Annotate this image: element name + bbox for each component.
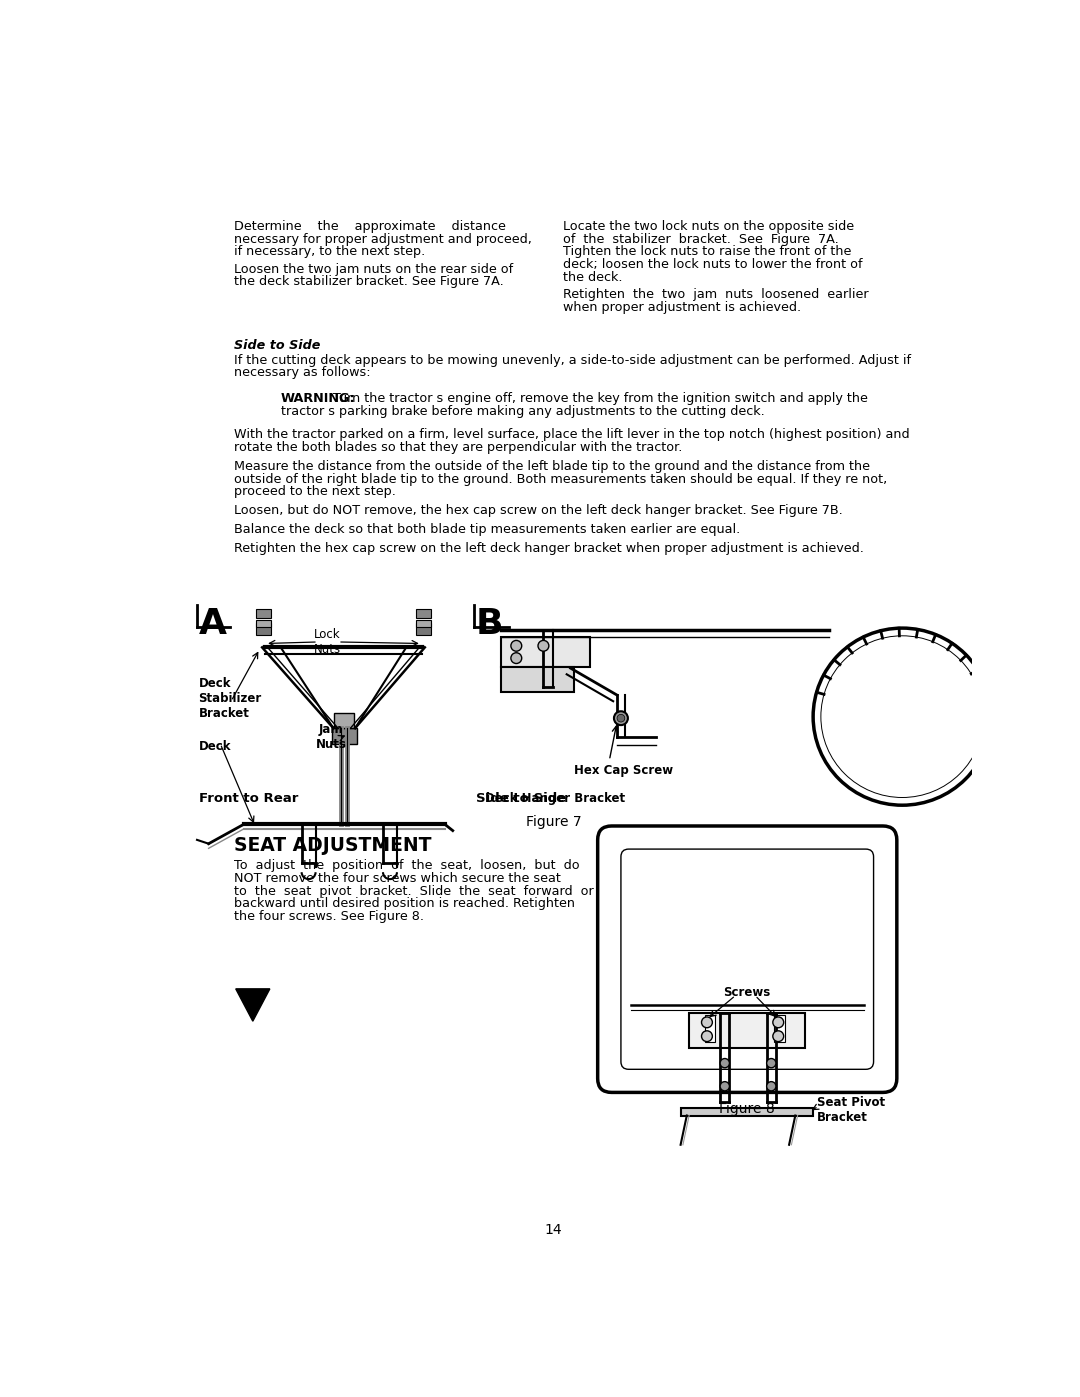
Text: Deck
Stabilizer
Bracket: Deck Stabilizer Bracket [199, 676, 261, 719]
Text: SEAT ADJUSTMENT: SEAT ADJUSTMENT [234, 835, 432, 855]
Text: Retighten the hex cap screw on the left deck hanger bracket when proper adjustme: Retighten the hex cap screw on the left … [234, 542, 864, 555]
Text: 14: 14 [544, 1222, 563, 1236]
Text: Figure 8: Figure 8 [719, 1102, 775, 1116]
Text: Deck Hanger Bracket: Deck Hanger Bracket [485, 792, 625, 805]
Text: Deck: Deck [199, 740, 231, 753]
Circle shape [511, 652, 522, 664]
Bar [256, 623, 271, 636]
Text: NOT remove the four screws which secure the seat: NOT remove the four screws which secure … [234, 872, 562, 884]
Bar [332, 728, 356, 743]
Text: WARNING:: WARNING: [281, 393, 355, 405]
Text: necessary as follows:: necessary as follows: [234, 366, 370, 380]
Text: !: ! [249, 401, 257, 419]
Bar [681, 1108, 813, 1116]
Text: Measure the distance from the outside of the left blade tip to the ground and th: Measure the distance from the outside of… [234, 460, 870, 472]
Text: Side to Side: Side to Side [476, 792, 566, 805]
Bar [704, 1014, 715, 1042]
Text: Seat Pivot
Bracket: Seat Pivot Bracket [816, 1097, 886, 1125]
Circle shape [773, 1017, 784, 1028]
Circle shape [538, 640, 549, 651]
FancyBboxPatch shape [597, 826, 896, 1092]
Text: Locate the two lock nuts on the opposite side: Locate the two lock nuts on the opposite… [563, 219, 854, 233]
Bar [774, 1014, 785, 1042]
Text: tractor s parking brake before making any adjustments to the cutting deck.: tractor s parking brake before making an… [281, 405, 765, 418]
Bar [501, 637, 590, 668]
Circle shape [613, 711, 627, 725]
Circle shape [720, 1059, 729, 1067]
Text: to  the  seat  pivot  bracket.  Slide  the  seat  forward  or: to the seat pivot bracket. Slide the sea… [234, 884, 594, 897]
Text: of  the  stabilizer  bracket.  See  Figure  7A.: of the stabilizer bracket. See Figure 7A… [563, 233, 838, 246]
Text: A: A [200, 608, 227, 641]
Circle shape [702, 1031, 713, 1042]
Text: If the cutting deck appears to be mowing unevenly, a side-to-side adjustment can: If the cutting deck appears to be mowing… [234, 353, 912, 366]
Text: outside of the right blade tip to the ground. Both measurements taken should be : outside of the right blade tip to the gr… [234, 472, 888, 486]
Text: Jam
Nuts: Jam Nuts [315, 722, 347, 750]
Text: the deck stabilizer bracket. See Figure 7A.: the deck stabilizer bracket. See Figure … [234, 275, 504, 288]
Text: if necessary, to the next step.: if necessary, to the next step. [234, 246, 426, 258]
Circle shape [617, 714, 625, 722]
Bar [416, 623, 431, 636]
Bar [256, 620, 271, 627]
Bar [416, 609, 431, 617]
Bar [689, 1013, 806, 1048]
Circle shape [767, 1059, 775, 1067]
Text: Tighten the lock nuts to raise the front of the: Tighten the lock nuts to raise the front… [563, 246, 851, 258]
Text: necessary for proper adjustment and proceed,: necessary for proper adjustment and proc… [234, 233, 532, 246]
Text: B: B [476, 608, 503, 641]
Text: With the tractor parked on a firm, level surface, place the lift lever in the to: With the tractor parked on a firm, level… [234, 429, 909, 441]
Text: the four screws. See Figure 8.: the four screws. See Figure 8. [234, 909, 424, 923]
Bar [416, 620, 431, 627]
Text: Front to Rear: Front to Rear [199, 792, 298, 805]
Text: Turn the tractor s engine off, remove the key from the ignition switch and apply: Turn the tractor s engine off, remove th… [328, 393, 867, 405]
Text: backward until desired position is reached. Retighten: backward until desired position is reach… [234, 897, 576, 911]
Bar [256, 609, 271, 617]
Text: rotate the both blades so that they are perpendicular with the tractor.: rotate the both blades so that they are … [234, 441, 683, 454]
Text: when proper adjustment is achieved.: when proper adjustment is achieved. [563, 300, 801, 314]
Text: Loosen, but do NOT remove, the hex cap screw on the left deck hanger bracket. Se: Loosen, but do NOT remove, the hex cap s… [234, 504, 843, 517]
Text: To  adjust  the  position  of  the  seat,  loosen,  but  do: To adjust the position of the seat, loos… [234, 859, 580, 872]
Circle shape [773, 1031, 784, 1042]
Text: Retighten  the  two  jam  nuts  loosened  earlier: Retighten the two jam nuts loosened earl… [563, 288, 868, 302]
Circle shape [767, 1081, 775, 1091]
Text: Hex Cap Screw: Hex Cap Screw [575, 764, 674, 777]
Text: Figure 7: Figure 7 [526, 816, 581, 830]
Text: Loosen the two jam nuts on the rear side of: Loosen the two jam nuts on the rear side… [234, 263, 513, 275]
Text: deck; loosen the lock nuts to lower the front of: deck; loosen the lock nuts to lower the … [563, 258, 862, 271]
Bar [334, 712, 354, 728]
Polygon shape [235, 989, 270, 1021]
Text: proceed to the next step.: proceed to the next step. [234, 485, 396, 499]
Text: Side to Side: Side to Side [234, 338, 321, 352]
FancyBboxPatch shape [621, 849, 874, 1069]
Text: the deck.: the deck. [563, 271, 622, 284]
Text: Lock
Nuts: Lock Nuts [313, 629, 341, 657]
Bar [501, 668, 575, 692]
Text: Balance the deck so that both blade tip measurements taken earlier are equal.: Balance the deck so that both blade tip … [234, 522, 741, 536]
Circle shape [511, 640, 522, 651]
Text: Determine    the    approximate    distance: Determine the approximate distance [234, 219, 507, 233]
Text: Screws: Screws [724, 986, 771, 999]
Circle shape [702, 1017, 713, 1028]
Circle shape [720, 1081, 729, 1091]
